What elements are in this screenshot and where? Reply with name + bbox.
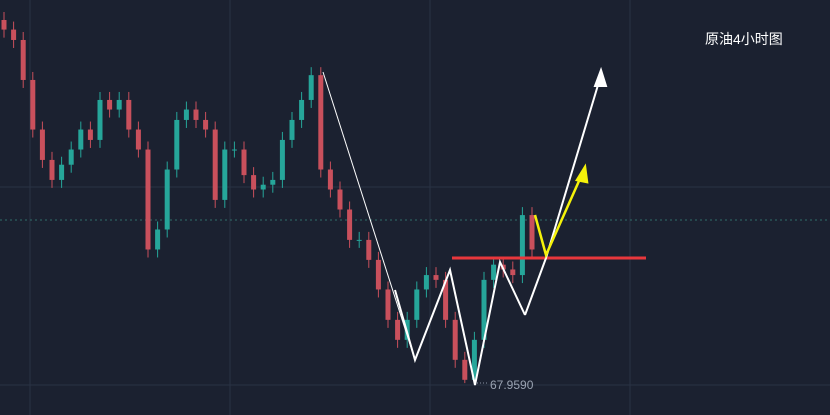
candle-body bbox=[519, 215, 525, 276]
candle-body bbox=[20, 39, 26, 80]
candle-body bbox=[279, 139, 285, 180]
candle-body bbox=[231, 149, 237, 151]
zigzag bbox=[394, 258, 526, 386]
candle-body bbox=[126, 99, 132, 130]
candle-body bbox=[39, 129, 45, 160]
candle-body bbox=[222, 149, 228, 200]
candle-body bbox=[327, 169, 333, 190]
projection bbox=[533, 171, 585, 259]
candle-body bbox=[462, 359, 468, 380]
candle-body bbox=[289, 119, 295, 140]
candle-body bbox=[1, 19, 7, 30]
candle-body bbox=[260, 184, 266, 190]
candle-body bbox=[241, 149, 247, 176]
candle-body bbox=[270, 179, 276, 185]
candles bbox=[1, 11, 535, 384]
candle-body bbox=[30, 79, 36, 130]
candle-body bbox=[11, 29, 17, 40]
candle-body bbox=[491, 264, 497, 280]
candle-body bbox=[107, 99, 113, 110]
candle-body bbox=[155, 229, 161, 250]
candle-body bbox=[251, 175, 257, 190]
candle-body bbox=[510, 269, 516, 276]
arrow-head bbox=[574, 163, 589, 184]
candle-body bbox=[116, 99, 122, 110]
candle-body bbox=[395, 319, 401, 340]
yellow-path bbox=[533, 163, 589, 259]
candle-body bbox=[299, 99, 305, 120]
candle-body bbox=[347, 209, 353, 240]
candle-body bbox=[212, 129, 218, 200]
candle-body bbox=[529, 215, 535, 250]
candle-body bbox=[164, 169, 170, 230]
candle-body bbox=[433, 275, 439, 280]
candle-body bbox=[452, 319, 458, 360]
chart-title: 原油4小时图 bbox=[705, 31, 783, 47]
trend-line bbox=[322, 71, 416, 361]
arrow-head bbox=[593, 66, 608, 87]
candle-body bbox=[135, 129, 141, 150]
candle-body bbox=[59, 164, 65, 180]
candle-body bbox=[145, 149, 151, 250]
candle-body bbox=[78, 129, 84, 150]
candle-body bbox=[97, 99, 103, 140]
candle-body bbox=[366, 239, 372, 260]
candle-body bbox=[68, 149, 74, 165]
candle-body bbox=[174, 119, 180, 170]
candle-body bbox=[49, 159, 55, 180]
candle-body bbox=[87, 129, 93, 140]
candle-body bbox=[318, 75, 324, 170]
candle-body bbox=[385, 289, 391, 320]
candle-body bbox=[481, 279, 487, 340]
candle-body bbox=[308, 75, 314, 100]
low-label: 67.9590 bbox=[490, 378, 534, 392]
candle-body bbox=[375, 259, 381, 290]
candle-body bbox=[337, 189, 343, 210]
candle-body bbox=[471, 339, 477, 380]
candle-body bbox=[183, 109, 189, 120]
candle-body bbox=[423, 275, 429, 290]
candle-body bbox=[193, 109, 199, 120]
candle-body bbox=[203, 119, 209, 130]
candle-body bbox=[414, 289, 420, 320]
candle-body bbox=[443, 279, 449, 320]
candle-body bbox=[356, 239, 362, 241]
